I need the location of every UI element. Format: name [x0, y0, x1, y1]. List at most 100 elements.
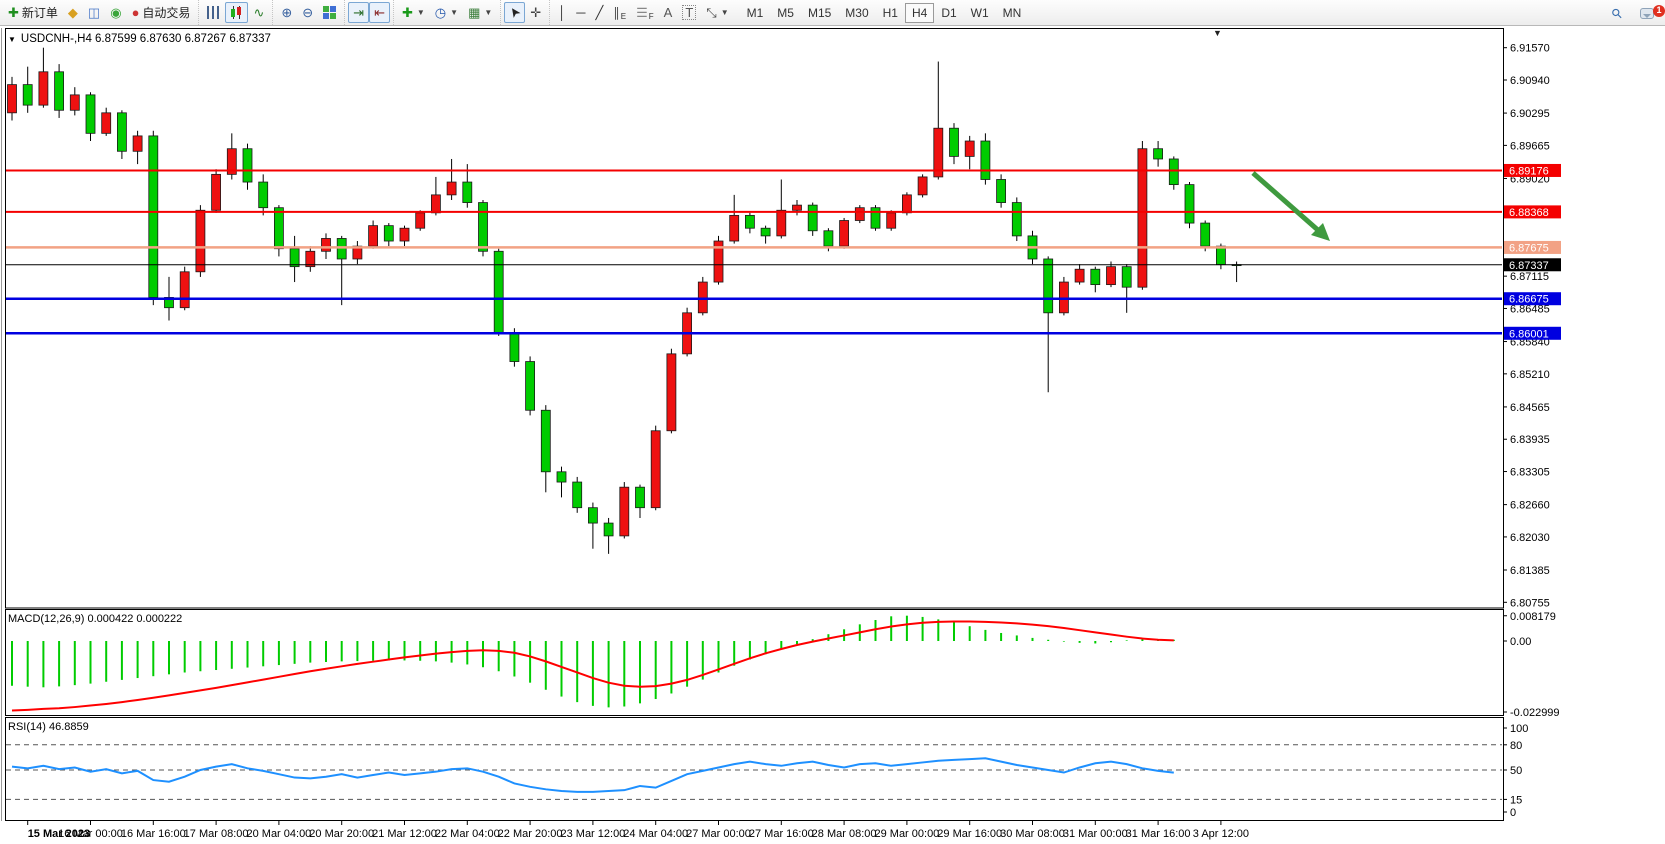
new-order-button-label: 新订单 — [21, 6, 58, 20]
equidistant-channel-button[interactable]: ∥ E — [608, 2, 631, 23]
equidistant-channel-button-sub: E — [620, 12, 627, 21]
zoom-in-button[interactable]: ⊕ — [276, 2, 297, 23]
templates-button-dropdown-icon[interactable]: ▼ — [484, 8, 493, 17]
chart-shift-marker[interactable]: ▼ — [1213, 28, 1222, 38]
trendline-button[interactable]: ╱ — [590, 2, 608, 23]
timeframe-d1[interactable]: D1 — [941, 5, 957, 20]
cursor-button[interactable]: ➤ — [504, 2, 526, 23]
toolbar-group-draw: │ ─ ╱ ∥ E ☰ F A T ⤡ ▼ — [549, 0, 737, 25]
timeframe-m5[interactable]: M5 — [777, 5, 794, 20]
text-button[interactable]: A — [659, 2, 678, 23]
svg-text:15: 15 — [1510, 794, 1522, 806]
down-arrow-head[interactable] — [1311, 223, 1330, 241]
toolbar-group-scroll: ⇥ ⇤ — [344, 0, 393, 25]
svg-text:29 Mar 00:00: 29 Mar 00:00 — [874, 828, 939, 840]
tile-windows-button[interactable] — [318, 2, 341, 23]
svg-text:6.85210: 6.85210 — [1510, 369, 1550, 381]
tile-windows-icon — [323, 6, 337, 19]
macd-signal-line — [11, 620, 1174, 712]
svg-text:6.80755: 6.80755 — [1510, 597, 1550, 609]
timeframe-m15[interactable]: M15 — [807, 5, 832, 20]
symbol-ohlc-text: USDCNH-,H4 6.87599 6.87630 6.87267 6.873… — [20, 33, 271, 45]
timeframe-mn[interactable]: MN — [1002, 5, 1022, 20]
arrows-button-dropdown-icon[interactable]: ▼ — [720, 8, 729, 17]
svg-text:6.84565: 6.84565 — [1510, 402, 1550, 414]
arrows-button[interactable]: ⤡ ▼ — [701, 2, 733, 23]
chart-shift-icon: ⇤ — [374, 5, 385, 20]
svg-text:20 Mar 20:00: 20 Mar 20:00 — [309, 828, 374, 840]
search-button[interactable]: ⚲ — [1607, 3, 1627, 24]
horizontal-line-button[interactable]: ─ — [571, 2, 590, 23]
svg-text:80: 80 — [1510, 740, 1522, 752]
svg-text:27 Mar 00:00: 27 Mar 00:00 — [686, 828, 751, 840]
timeframe-w1[interactable]: W1 — [970, 5, 989, 20]
search-icon: ⚲ — [1608, 4, 1626, 22]
svg-text:6.83305: 6.83305 — [1510, 467, 1550, 479]
timeframe-m1[interactable]: M1 — [746, 5, 764, 20]
profiles-button[interactable]: ◫ — [83, 2, 105, 23]
svg-text:17 Mar 08:00: 17 Mar 08:00 — [184, 828, 249, 840]
vertical-line-button[interactable]: │ — [553, 2, 571, 23]
styles-button[interactable]: ◆ — [63, 2, 83, 23]
svg-text:0.00: 0.00 — [1510, 636, 1531, 648]
down-arrow-annotation[interactable] — [1251, 171, 1321, 233]
svg-text:6.87675: 6.87675 — [1509, 242, 1549, 254]
timeframe-h1[interactable]: H1 — [882, 5, 898, 20]
price-axis[interactable]: 6.915706.909406.902956.896656.890206.871… — [1503, 43, 1561, 610]
bar-chart-button[interactable] — [202, 2, 225, 23]
signals-button[interactable]: ◉ — [105, 2, 126, 23]
line-chart-button[interactable]: ∿ — [248, 2, 269, 23]
signals-icon: ◉ — [110, 5, 122, 20]
add-indicator-icon: ✚ — [401, 5, 413, 20]
fibonacci-icon: ☰ — [636, 5, 648, 20]
zoom-out-icon: ⊖ — [302, 5, 314, 20]
svg-text:6.82030: 6.82030 — [1510, 532, 1550, 544]
fibonacci-button[interactable]: ☰ F — [631, 2, 659, 23]
text-label-button[interactable]: T — [677, 2, 701, 23]
crosshair-button[interactable]: ✛ — [525, 2, 546, 23]
svg-text:6.86485: 6.86485 — [1510, 303, 1550, 315]
collapse-triangle-icon[interactable]: ▼ — [8, 34, 16, 44]
svg-text:6.83935: 6.83935 — [1510, 434, 1550, 446]
indicators-button-dropdown-icon[interactable]: ▼ — [416, 8, 425, 17]
periods-button[interactable]: ◷ ▼ — [430, 2, 463, 23]
svg-text:16 Mar 00:00: 16 Mar 00:00 — [58, 828, 123, 840]
zoom-out-button[interactable]: ⊖ — [297, 2, 318, 23]
svg-text:23 Mar 12:00: 23 Mar 12:00 — [560, 828, 625, 840]
notification-badge: 1 — [1653, 4, 1665, 17]
svg-text:-0.022999: -0.022999 — [1510, 707, 1560, 719]
auto-scroll-button[interactable]: ⇥ — [348, 2, 370, 23]
indicators-button[interactable]: ✚ ▼ — [397, 2, 430, 23]
new-order-icon: ✚ — [8, 5, 19, 20]
chart-window[interactable]: ▼ USDCNH-,H4 6.87599 6.87630 6.87267 6.8… — [0, 27, 1665, 844]
auto-trading-button[interactable]: ● 自动交易 — [127, 2, 196, 23]
svg-text:20 Mar 04:00: 20 Mar 04:00 — [246, 828, 311, 840]
chart-canvas[interactable]: 6.915706.909406.902956.896656.890206.871… — [0, 27, 1665, 844]
periods-button-dropdown-icon[interactable]: ▼ — [450, 8, 459, 17]
symbol-ohlc-line: ▼ USDCNH-,H4 6.87599 6.87630 6.87267 6.8… — [8, 33, 271, 45]
timeframe-h4[interactable]: H4 — [904, 2, 935, 23]
svg-text:6.87337: 6.87337 — [1509, 260, 1549, 272]
toolbar-group-trade: ✚ 新订单 ◆ ◫ ◉ ● 自动交易 — [0, 0, 198, 25]
svg-text:100: 100 — [1510, 723, 1528, 735]
rsi-panel: 100 80 50 150 — [6, 723, 1528, 819]
autotrade-icon: ● — [131, 5, 140, 20]
toolbar: ✚ 新订单 ◆ ◫ ◉ ● 自动交易 ∿ ⊕ ⊖ ⇥ ⇤ ✚ ▼ ◷ ▼ ▦ ▼ ➤ ✛ │ ─ ╱ ∥ E ☰ F A T ⤡ ▼ M1 M… — [0, 0, 1665, 26]
new-order-button[interactable]: ✚ 新订单 — [3, 2, 63, 23]
auto-trading-button-label: 自动交易 — [142, 6, 191, 20]
fibonacci-button-sub: F — [648, 12, 654, 21]
clock-icon: ◷ — [434, 5, 447, 20]
template-icon: ▦ — [468, 5, 481, 20]
chart-shift-button[interactable]: ⇤ — [369, 2, 390, 23]
candlestick-icon — [230, 6, 244, 19]
macd-panel: 0.008179 0.00 -0.022999 — [11, 611, 1560, 719]
macd-panel-frame — [5, 609, 1504, 716]
svg-text:6.86675: 6.86675 — [1509, 294, 1549, 306]
templates-button[interactable]: ▦ ▼ — [463, 2, 497, 23]
chat-button[interactable]: 1 — [1635, 3, 1665, 24]
candlestick-chart-button[interactable] — [225, 2, 249, 23]
line-chart-icon: ∿ — [253, 5, 265, 20]
rsi-panel-frame — [5, 717, 1504, 821]
timeframe-m30[interactable]: M30 — [845, 5, 869, 20]
